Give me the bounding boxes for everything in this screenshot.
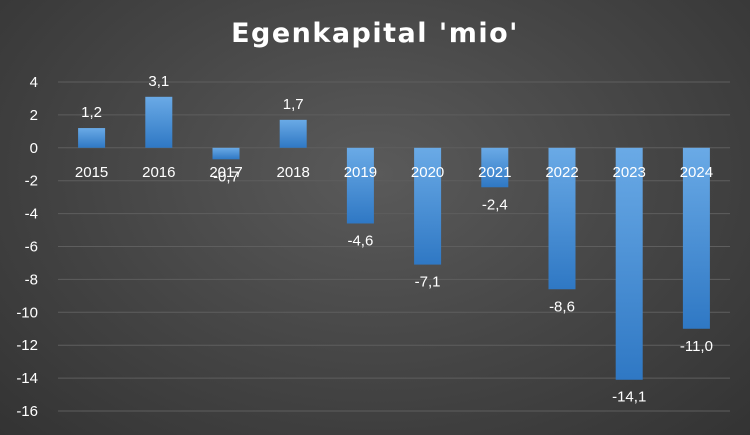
data-label: -7,1 bbox=[415, 274, 441, 291]
data-label: -0,7 bbox=[213, 168, 239, 185]
bar-2017 bbox=[212, 147, 240, 160]
x-tick-label: 2018 bbox=[277, 164, 310, 181]
y-tick-label: -4 bbox=[25, 206, 38, 223]
x-tick-label: 2021 bbox=[478, 164, 511, 181]
bar-2015 bbox=[78, 128, 106, 148]
bars bbox=[78, 96, 710, 380]
x-tick-label: 2019 bbox=[344, 164, 377, 181]
x-tick-label: 2015 bbox=[75, 164, 108, 181]
bar-2021 bbox=[481, 147, 509, 188]
y-tick-label: -8 bbox=[25, 271, 38, 288]
y-tick-label: -6 bbox=[25, 239, 38, 256]
bar-2022 bbox=[548, 147, 576, 290]
x-tick-label: 2020 bbox=[411, 164, 444, 181]
data-label: 1,7 bbox=[283, 96, 304, 113]
data-label: -14,1 bbox=[612, 389, 646, 406]
bar-2018 bbox=[279, 119, 307, 148]
bar-2016 bbox=[145, 96, 173, 148]
data-label: -11,0 bbox=[680, 338, 713, 355]
y-tick-label: -16 bbox=[16, 403, 38, 420]
x-tick-label: 2016 bbox=[142, 164, 175, 181]
data-label: -4,6 bbox=[347, 232, 373, 249]
x-tick-label: 2023 bbox=[613, 164, 646, 181]
y-tick-label: 2 bbox=[30, 107, 38, 124]
x-tick-label: 2024 bbox=[680, 164, 713, 181]
data-label: -2,4 bbox=[482, 196, 508, 213]
y-axis-ticks: 4 2 0 -2 -4 -6 -8 -10 -12 -14 -16 bbox=[16, 74, 38, 420]
y-tick-label: -14 bbox=[16, 370, 38, 387]
bar-2023 bbox=[615, 147, 643, 380]
x-tick-label: 2017 bbox=[209, 164, 242, 181]
chart-title: Egenkapital 'mio' bbox=[231, 18, 519, 49]
y-tick-label: 0 bbox=[30, 140, 38, 157]
data-label: 3,1 bbox=[148, 73, 169, 90]
x-tick-label: 2022 bbox=[545, 164, 578, 181]
y-tick-label: -2 bbox=[25, 173, 38, 190]
data-label: 1,2 bbox=[81, 104, 102, 121]
y-tick-label: 4 bbox=[30, 74, 38, 91]
data-label: -8,6 bbox=[549, 298, 575, 315]
bar-2020 bbox=[414, 147, 442, 265]
bar-2019 bbox=[346, 147, 374, 224]
y-tick-label: -12 bbox=[16, 337, 38, 354]
bar-2024 bbox=[682, 147, 710, 329]
y-tick-label: -10 bbox=[16, 304, 38, 321]
x-axis-categories: 2015 2016 2017 2018 2019 2020 2021 2022 2023 2024 bbox=[75, 164, 713, 181]
data-labels: 1,2 3,1 -0,7 1,7 -4,6 -7,1 -2,4 -8,6 -14,1 -11,0 bbox=[81, 73, 713, 406]
